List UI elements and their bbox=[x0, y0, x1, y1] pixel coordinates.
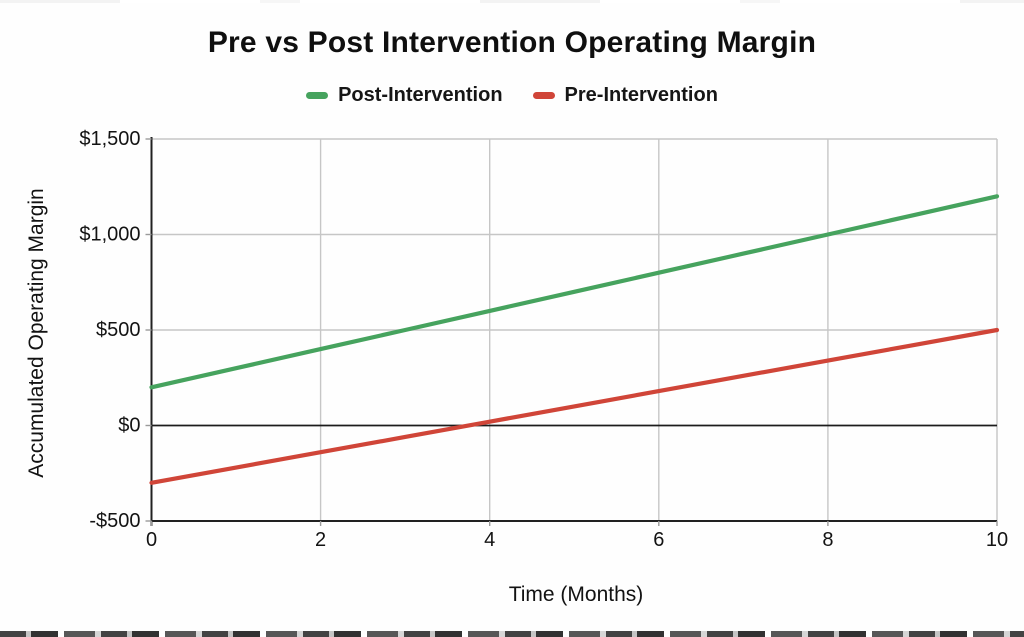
y-axis-title: Accumulated Operating Margin bbox=[25, 188, 48, 478]
x-tick-label: 4 bbox=[484, 529, 495, 551]
legend-swatch-icon bbox=[306, 92, 329, 99]
x-tick-label: 8 bbox=[822, 529, 833, 551]
y-tick-label: $0 bbox=[118, 415, 140, 437]
x-axis-title: Time (Months) bbox=[508, 583, 644, 606]
series-line-pre-intervention bbox=[149, 327, 1000, 485]
legend-label: Pre-Intervention bbox=[564, 84, 718, 106]
y-tick-label: $1,500 bbox=[79, 128, 140, 150]
photo-artifact-top bbox=[0, 0, 1024, 3]
x-tick-label: 2 bbox=[315, 529, 326, 551]
legend-item-post-intervention[interactable]: Post-Intervention bbox=[306, 84, 503, 107]
legend-swatch-icon bbox=[532, 92, 555, 99]
series-line-post-intervention bbox=[149, 194, 1000, 390]
y-tick-label: $500 bbox=[96, 319, 141, 341]
photo-artifact-bottom bbox=[0, 631, 1024, 637]
x-tick-label: 6 bbox=[653, 529, 664, 551]
x-tick-label: 0 bbox=[146, 529, 157, 551]
y-tick-label: -$500 bbox=[89, 510, 140, 532]
y-tick-label: $1,000 bbox=[79, 224, 140, 246]
legend-item-pre-intervention[interactable]: Pre-Intervention bbox=[532, 84, 718, 107]
chart-title: Pre vs Post Intervention Operating Margi… bbox=[207, 26, 817, 59]
legend-label: Post-Intervention bbox=[338, 84, 503, 106]
x-tick-label: 10 bbox=[986, 529, 1008, 551]
legend: Post-Intervention Pre-Intervention bbox=[0, 84, 1024, 107]
